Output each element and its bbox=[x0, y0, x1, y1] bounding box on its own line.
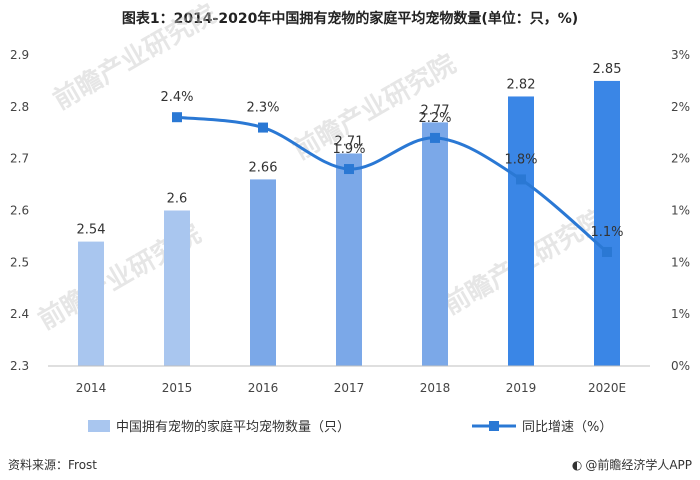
bar-value-label: 2.71 bbox=[335, 134, 364, 149]
y-right-tick-label: 0% bbox=[671, 359, 690, 373]
bar-value-label: 2.85 bbox=[593, 62, 622, 77]
bar-2017 bbox=[336, 153, 362, 366]
y-right-tick-label: 1% bbox=[671, 255, 690, 269]
growth-value-label: 2.4% bbox=[160, 90, 193, 105]
growth-marker-2019 bbox=[516, 174, 526, 185]
y-right-tick-label: 2% bbox=[671, 100, 690, 114]
y-left-tick-label: 2.5 bbox=[10, 255, 29, 269]
x-tick-label: 2017 bbox=[334, 381, 365, 395]
growth-marker-2015 bbox=[172, 112, 182, 123]
bar-2014 bbox=[78, 241, 104, 366]
y-left-tick-label: 2.9 bbox=[10, 48, 29, 62]
y-right-tick-label: 1% bbox=[671, 307, 690, 321]
bar-label-group: 2.54 2.6 2.66 2.71 2.77 2.82 2.85 bbox=[77, 62, 622, 238]
growth-marker-2016 bbox=[258, 122, 268, 133]
x-tick-label: 2015 bbox=[162, 381, 193, 395]
source-note: 资料来源：Frost bbox=[8, 458, 97, 472]
bar-value-label: 2.82 bbox=[507, 77, 536, 92]
brand-icon: ◐ bbox=[571, 458, 583, 472]
legend: 中国拥有宠物的家庭平均宠物数量（只） 同比增速（%） bbox=[88, 419, 612, 435]
legend-line-marker bbox=[489, 421, 499, 431]
bar-2018 bbox=[422, 122, 448, 366]
y-left-tick-label: 2.3 bbox=[10, 359, 29, 373]
growth-line-group: 2.4% 2.3% 1.9% 2.2% 1.8% 1.1% bbox=[160, 90, 624, 257]
axes-group: 2.9 2.8 2.7 2.6 2.5 2.4 2.3 3% 2% 2% 1% 1% 1% 0% 2014 2… bbox=[10, 48, 690, 395]
bar-2019 bbox=[508, 96, 534, 366]
y-right-tick-label: 1% bbox=[671, 204, 690, 218]
x-tick-label: 2018 bbox=[420, 381, 451, 395]
y-right-tick-label: 2% bbox=[671, 152, 690, 166]
growth-marker-2018 bbox=[430, 132, 440, 143]
brand-text: @前瞻经济学人APP bbox=[585, 458, 692, 472]
bar-value-label: 2.54 bbox=[77, 223, 106, 238]
x-tick-label: 2016 bbox=[248, 381, 279, 395]
x-tick-label: 2014 bbox=[76, 381, 107, 395]
growth-marker-2020E bbox=[602, 246, 612, 257]
x-tick-label: 2019 bbox=[506, 381, 537, 395]
growth-marker-2017 bbox=[344, 164, 354, 175]
bar-2015 bbox=[164, 210, 190, 366]
y-left-tick-label: 2.7 bbox=[10, 152, 29, 166]
brand-note: ◐ @前瞻经济学人APP bbox=[572, 456, 692, 473]
growth-value-label: 2.2% bbox=[418, 111, 451, 126]
bar-value-label: 2.6 bbox=[167, 192, 188, 207]
chart-title: 图表1：2014-2020年中国拥有宠物的家庭平均宠物数量(单位：只，%) bbox=[121, 11, 579, 27]
bar-value-label: 2.77 bbox=[421, 103, 450, 118]
legend-line-label: 同比增速（%） bbox=[522, 420, 612, 435]
growth-line bbox=[176, 115, 608, 254]
bar-2020E bbox=[594, 80, 620, 367]
growth-value-label: 1.1% bbox=[590, 225, 623, 240]
bar-2016 bbox=[250, 179, 276, 366]
bar-value-label: 2.66 bbox=[249, 160, 278, 175]
growth-value-label: 1.8% bbox=[504, 152, 537, 167]
bar-group bbox=[78, 80, 620, 367]
y-left-tick-label: 2.8 bbox=[10, 100, 29, 114]
growth-value-label: 2.3% bbox=[246, 101, 279, 116]
x-tick-label: 2020E bbox=[588, 381, 626, 395]
y-left-tick-label: 2.4 bbox=[10, 307, 29, 321]
y-right-tick-label: 3% bbox=[671, 48, 690, 62]
y-left-tick-label: 2.6 bbox=[10, 204, 29, 218]
watermark-text: 前瞻产业研究院 bbox=[48, 0, 221, 116]
legend-bar-swatch bbox=[88, 420, 110, 432]
legend-bar-label: 中国拥有宠物的家庭平均宠物数量（只） bbox=[116, 419, 350, 435]
growth-value-label: 1.9% bbox=[332, 142, 365, 157]
